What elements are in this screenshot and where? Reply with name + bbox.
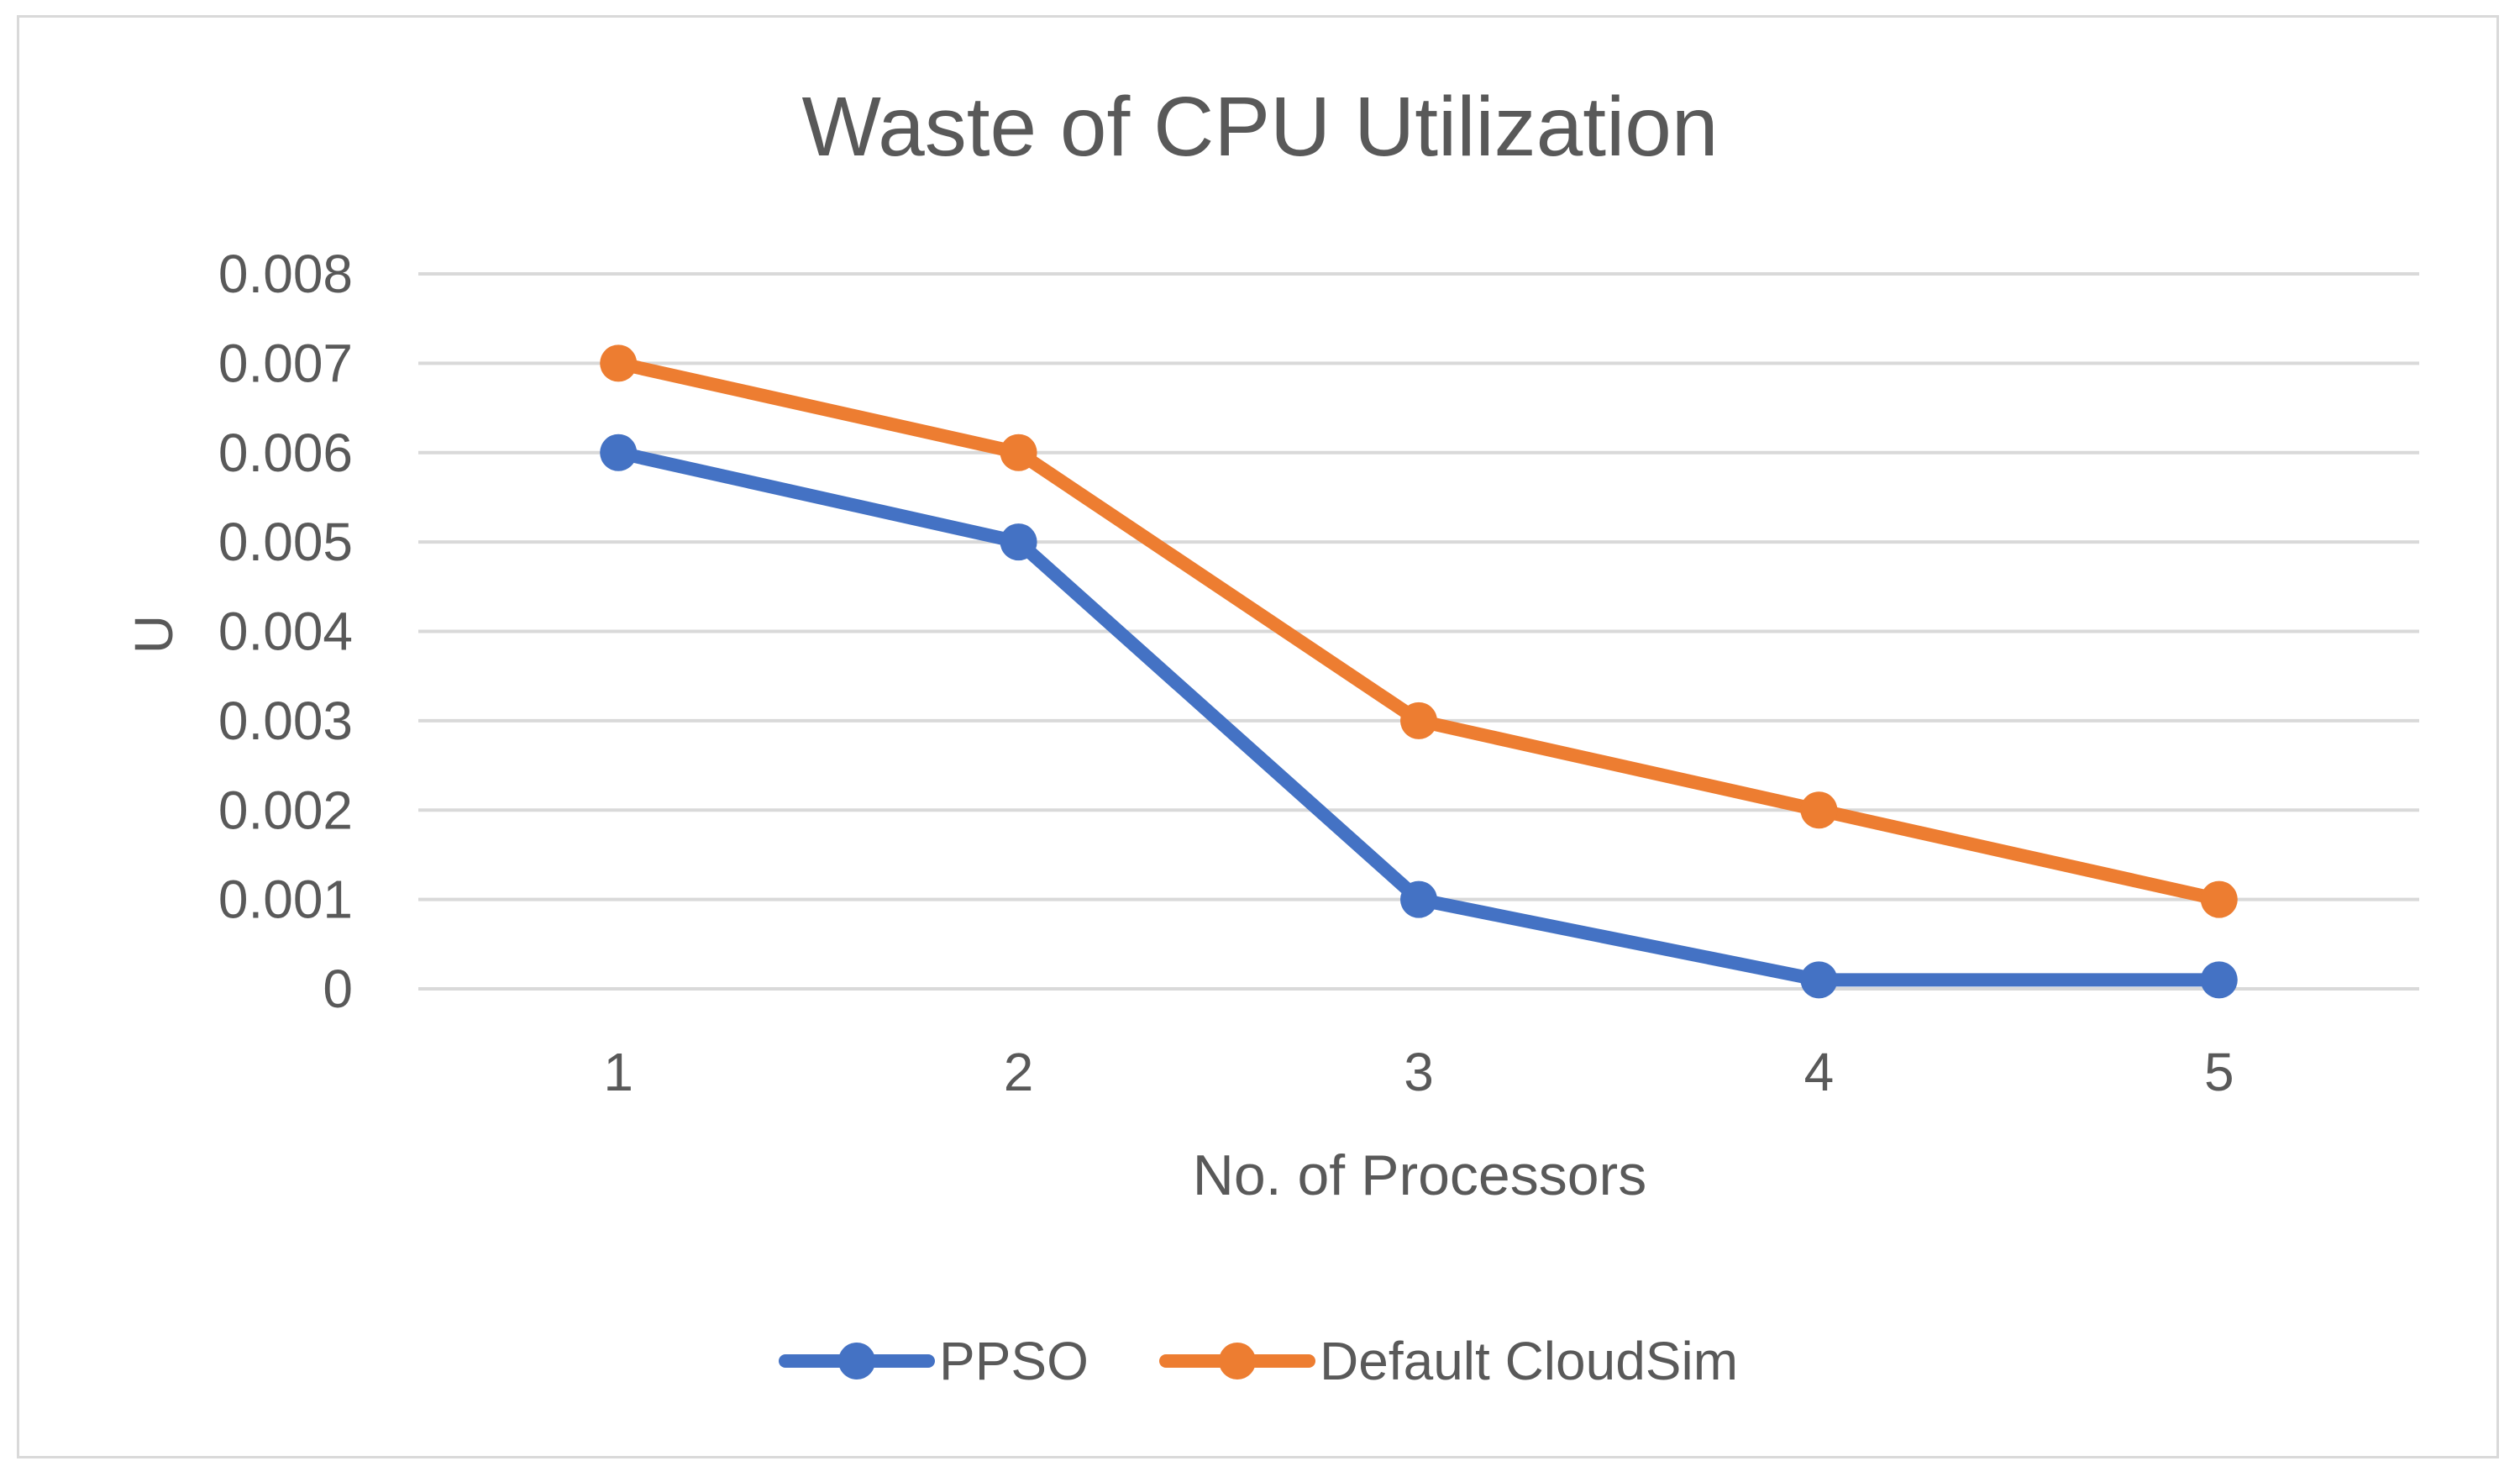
legend-swatch-marker bbox=[838, 1343, 875, 1380]
x-axis-label: No. of Processors bbox=[1193, 1143, 1646, 1207]
x-tick-label: 1 bbox=[603, 1042, 633, 1102]
legend: PPSO Default CloudSim bbox=[779, 1331, 1738, 1391]
data-series bbox=[600, 344, 2238, 999]
y-tick-label: 0 bbox=[323, 959, 353, 1019]
legend-label: PPSO bbox=[939, 1331, 1089, 1391]
data-point bbox=[1000, 434, 1037, 471]
y-tick-label: 0.001 bbox=[218, 870, 353, 930]
x-tick-label: 3 bbox=[1404, 1042, 1434, 1102]
data-point bbox=[1400, 880, 1437, 918]
x-tick-label: 2 bbox=[1004, 1042, 1034, 1102]
data-point bbox=[1000, 523, 1037, 561]
legend-swatch-marker bbox=[1219, 1343, 1256, 1380]
y-axis-label: U bbox=[123, 615, 184, 654]
y-tick-label: 0.005 bbox=[218, 512, 353, 572]
x-axis-tick-labels: 1 2 3 4 5 bbox=[603, 1042, 2234, 1102]
x-tick-label: 4 bbox=[1804, 1042, 1835, 1102]
y-tick-label: 0.002 bbox=[218, 780, 353, 840]
chart-title: Waste of CPU Utilization bbox=[801, 80, 1718, 174]
series-ppso bbox=[600, 434, 2238, 999]
data-point bbox=[2200, 961, 2238, 999]
legend-item: Default CloudSim bbox=[1159, 1331, 1738, 1391]
y-tick-label: 0.008 bbox=[218, 244, 353, 304]
data-point bbox=[2200, 880, 2238, 918]
gridlines bbox=[418, 272, 2419, 991]
chart-frame bbox=[17, 15, 2499, 1458]
y-tick-label: 0.006 bbox=[218, 423, 353, 483]
legend-item: PPSO bbox=[779, 1331, 1089, 1391]
y-tick-label: 0.003 bbox=[218, 691, 353, 751]
y-axis-tick-labels: 0 0.001 0.002 0.003 0.004 0.005 0.006 0.007 0.00… bbox=[218, 244, 353, 1019]
data-point bbox=[1800, 791, 1838, 829]
y-tick-label: 0.007 bbox=[218, 333, 353, 393]
data-point bbox=[1800, 961, 1838, 999]
x-tick-label: 5 bbox=[2204, 1042, 2234, 1102]
series-default-cloudsim bbox=[600, 344, 2238, 918]
data-point bbox=[600, 434, 638, 471]
y-tick-label: 0.004 bbox=[218, 602, 353, 662]
legend-label: Default CloudSim bbox=[1320, 1331, 1738, 1391]
data-point bbox=[600, 344, 638, 382]
data-point bbox=[1400, 702, 1437, 739]
